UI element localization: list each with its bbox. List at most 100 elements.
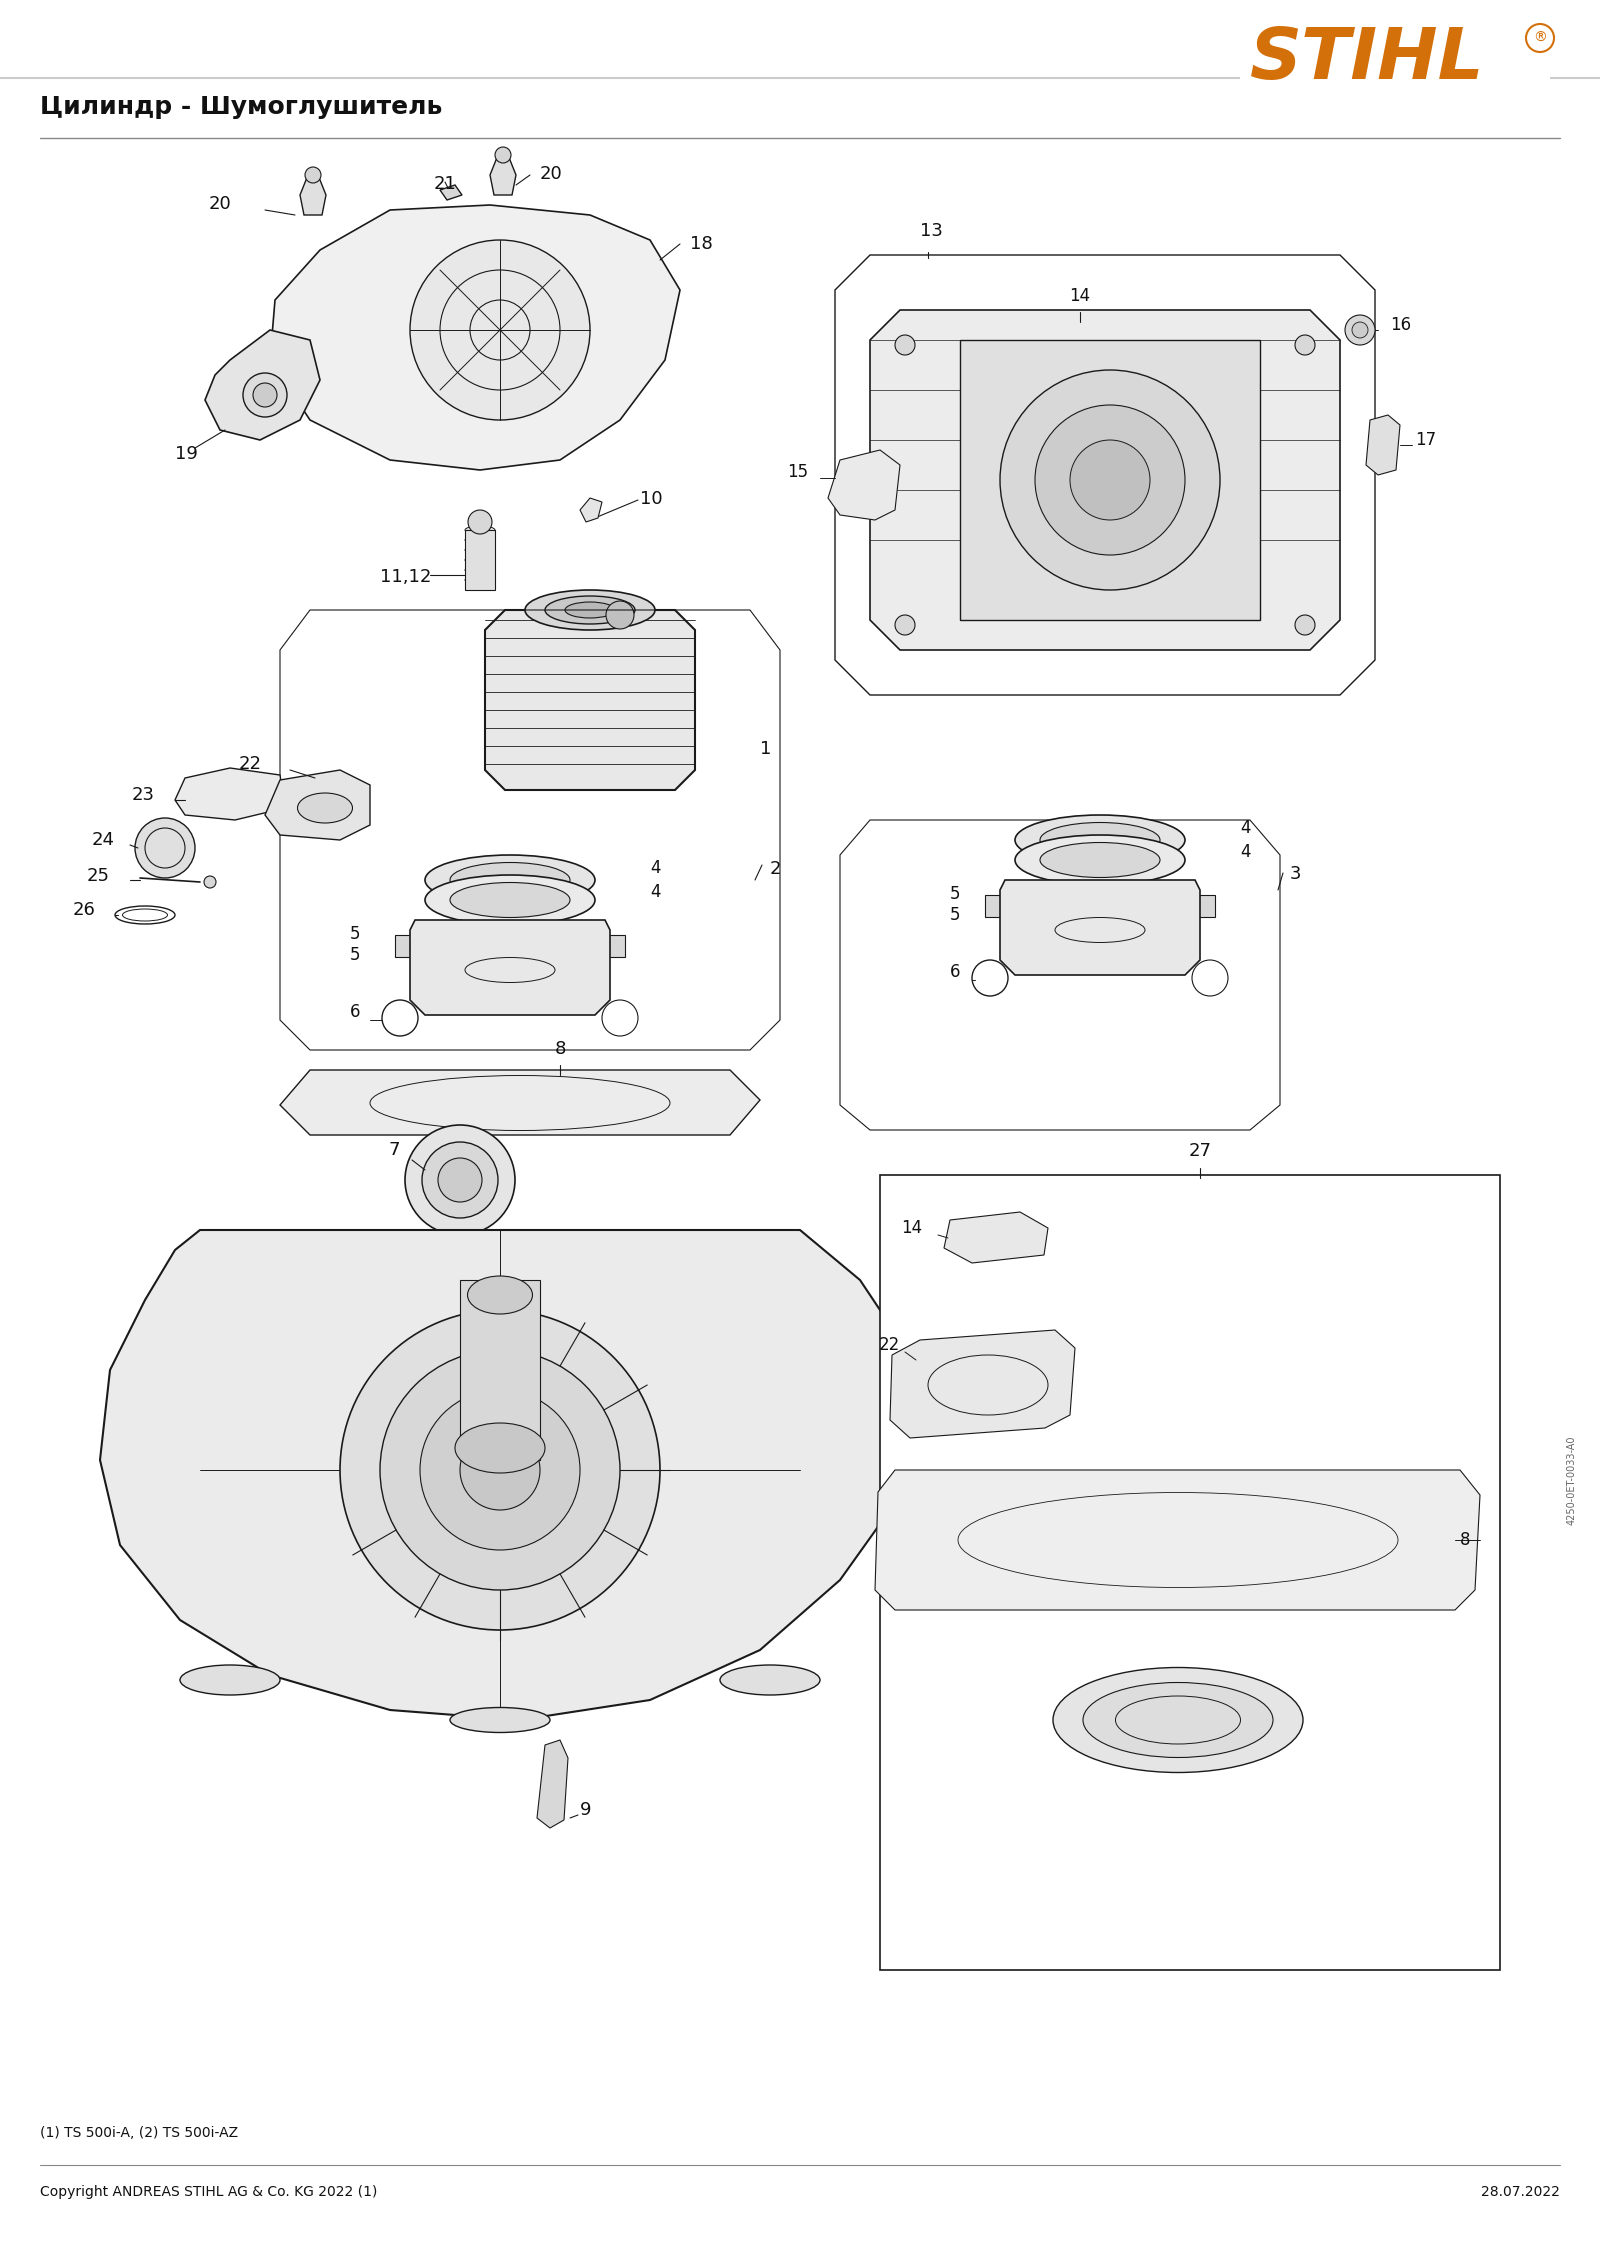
Circle shape [306, 167, 322, 183]
Text: 4: 4 [650, 883, 661, 901]
Polygon shape [205, 330, 320, 439]
Circle shape [339, 1310, 661, 1629]
Ellipse shape [466, 536, 494, 543]
Text: 20: 20 [541, 165, 563, 183]
Text: 3: 3 [1290, 864, 1301, 883]
Ellipse shape [179, 1666, 280, 1695]
Bar [395, 935, 430, 957]
Polygon shape [490, 154, 515, 195]
Bar [960, 339, 1261, 620]
Polygon shape [266, 769, 370, 840]
Ellipse shape [1053, 1668, 1302, 1772]
Polygon shape [870, 310, 1341, 649]
Text: 20: 20 [208, 195, 232, 213]
Text: 5: 5 [349, 946, 360, 964]
Text: 25: 25 [86, 867, 110, 885]
Ellipse shape [298, 792, 352, 824]
Text: 22: 22 [238, 756, 261, 774]
Circle shape [438, 1159, 482, 1202]
Ellipse shape [450, 862, 570, 898]
Text: 17: 17 [1414, 430, 1437, 448]
Text: 6: 6 [949, 964, 960, 980]
Bar [1181, 894, 1214, 917]
Polygon shape [875, 1471, 1480, 1609]
Text: 1: 1 [760, 740, 771, 758]
Bar [880, 1174, 1501, 1971]
Circle shape [134, 817, 195, 878]
Polygon shape [579, 498, 602, 523]
Text: 5: 5 [349, 926, 360, 944]
Ellipse shape [565, 602, 614, 618]
Polygon shape [1366, 414, 1400, 475]
Ellipse shape [454, 1423, 546, 1473]
Ellipse shape [720, 1666, 819, 1695]
Text: STIHL: STIHL [1250, 25, 1485, 95]
Ellipse shape [1294, 335, 1315, 355]
Text: 4250-0ET-0033-A0: 4250-0ET-0033-A0 [1566, 1435, 1578, 1525]
Polygon shape [538, 1740, 568, 1829]
Text: 22: 22 [878, 1335, 899, 1353]
Ellipse shape [894, 335, 915, 355]
Polygon shape [1000, 880, 1200, 975]
Text: 4: 4 [1240, 819, 1251, 837]
Ellipse shape [466, 566, 494, 575]
Polygon shape [440, 186, 462, 199]
Text: 23: 23 [131, 785, 155, 803]
Polygon shape [301, 174, 326, 215]
Ellipse shape [466, 545, 494, 554]
Text: 2: 2 [770, 860, 781, 878]
Ellipse shape [1294, 616, 1315, 636]
Text: 5: 5 [949, 885, 960, 903]
Circle shape [243, 373, 286, 416]
Text: 14: 14 [1069, 287, 1091, 306]
Text: 11,12: 11,12 [381, 568, 432, 586]
Ellipse shape [894, 616, 915, 636]
Ellipse shape [1000, 369, 1221, 591]
Bar [461, 1281, 541, 1460]
Circle shape [467, 509, 493, 534]
Ellipse shape [1040, 821, 1160, 858]
Polygon shape [410, 921, 610, 1016]
Ellipse shape [466, 577, 494, 584]
Text: 6: 6 [349, 1003, 360, 1021]
Bar [1240, 20, 1550, 129]
Polygon shape [280, 1070, 760, 1136]
Polygon shape [890, 1331, 1075, 1437]
Text: 16: 16 [1390, 317, 1411, 335]
Ellipse shape [1070, 439, 1150, 520]
Ellipse shape [461, 932, 560, 960]
Ellipse shape [466, 525, 494, 534]
Text: 21: 21 [434, 174, 456, 192]
Ellipse shape [426, 855, 595, 905]
Circle shape [410, 240, 590, 421]
Polygon shape [99, 1231, 910, 1720]
Circle shape [422, 1143, 498, 1217]
Circle shape [419, 1389, 579, 1550]
Text: 5: 5 [949, 905, 960, 923]
Ellipse shape [466, 557, 494, 563]
Text: (1) TS 500i-A, (2) TS 500i-AZ: (1) TS 500i-A, (2) TS 500i-AZ [40, 2125, 238, 2141]
Text: ®: ® [1533, 32, 1547, 45]
Text: 8: 8 [554, 1041, 566, 1059]
Circle shape [405, 1125, 515, 1236]
Circle shape [253, 382, 277, 407]
Circle shape [1526, 25, 1554, 52]
Text: Copyright ANDREAS STIHL AG & Co. KG 2022 (1): Copyright ANDREAS STIHL AG & Co. KG 2022… [40, 2186, 378, 2200]
Ellipse shape [1014, 815, 1186, 864]
Ellipse shape [467, 1276, 533, 1315]
Circle shape [381, 1351, 621, 1591]
Bar [466, 530, 494, 591]
Circle shape [1352, 321, 1368, 337]
Circle shape [494, 147, 510, 163]
Bar [986, 894, 1021, 917]
Circle shape [461, 1430, 541, 1509]
Text: 7: 7 [389, 1141, 400, 1159]
Text: 14: 14 [901, 1220, 922, 1238]
Text: 28.07.2022: 28.07.2022 [1482, 2186, 1560, 2200]
Text: 8: 8 [1459, 1532, 1470, 1548]
Text: 10: 10 [640, 491, 662, 507]
Polygon shape [485, 611, 694, 790]
Polygon shape [174, 767, 285, 819]
Ellipse shape [426, 876, 595, 926]
Text: 27: 27 [1189, 1143, 1211, 1161]
